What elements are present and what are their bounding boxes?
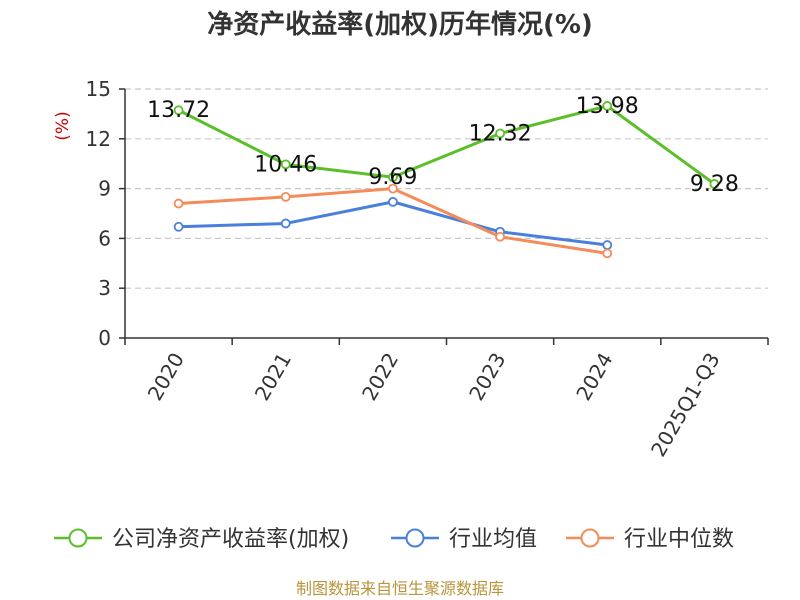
legend-item: 行业均值 bbox=[391, 527, 537, 552]
data-point bbox=[495, 231, 505, 242]
series-line bbox=[177, 104, 716, 186]
x-tick-label: 2022 bbox=[357, 349, 403, 405]
data-point bbox=[709, 179, 720, 189]
y-tick-label: 15 bbox=[86, 77, 111, 101]
data-label: 13.72 bbox=[147, 98, 210, 123]
data-point bbox=[173, 221, 184, 232]
y-tick-label: 0 bbox=[98, 326, 111, 350]
data-point bbox=[495, 128, 505, 139]
legend-label: 公司净资产收益率(加权) bbox=[112, 527, 349, 552]
legend-label: 行业中位数 bbox=[624, 527, 734, 552]
data-point bbox=[388, 172, 398, 183]
data-point bbox=[388, 183, 398, 194]
y-tick-label: 3 bbox=[98, 276, 111, 300]
grid-lines bbox=[125, 88, 768, 289]
chart-title: 净资产收益率(加权)历年情况(%) bbox=[207, 9, 593, 40]
y-tick-label: 9 bbox=[98, 177, 111, 201]
data-point bbox=[388, 196, 398, 207]
legend: 公司净资产收益率(加权) 行业均值 行业中位数 bbox=[54, 527, 734, 552]
series-line bbox=[178, 200, 608, 247]
y-tick-label: 6 bbox=[98, 226, 111, 250]
legend-marker-icon bbox=[580, 528, 600, 548]
source-note: 制图数据来自恒生聚源数据库 bbox=[296, 579, 504, 598]
x-tick-label: 2023 bbox=[464, 349, 510, 405]
x-tick-label: 2021 bbox=[250, 349, 296, 405]
data-label: 10.46 bbox=[254, 152, 317, 177]
data-point bbox=[280, 191, 291, 202]
y-tick-label: 12 bbox=[86, 127, 111, 151]
x-tick-label: 2024 bbox=[571, 349, 617, 405]
data-label: 9.69 bbox=[368, 165, 417, 190]
data-label: 9.28 bbox=[690, 172, 739, 197]
legend-item: 公司净资产收益率(加权) bbox=[54, 527, 349, 552]
legend-item: 行业中位数 bbox=[566, 527, 734, 552]
data-point bbox=[602, 101, 613, 111]
data-point bbox=[173, 105, 184, 116]
x-tick-label: 2025Q1-Q3 bbox=[646, 349, 725, 461]
data-point bbox=[280, 218, 291, 229]
y-axis-unit-label: (%) bbox=[53, 111, 73, 140]
legend-label: 行业均值 bbox=[449, 527, 537, 552]
axes: 0 3 6 9 12 15 2020 2021 2022 2023 2024 2025Q1-Q3 bbox=[86, 77, 769, 461]
legend-marker-icon bbox=[405, 528, 425, 548]
legend-marker-icon bbox=[68, 528, 88, 548]
data-point bbox=[602, 240, 613, 250]
data-labels: 13.72 10.46 9.69 12.32 13.98 9.28 bbox=[147, 94, 739, 197]
data-point bbox=[280, 159, 291, 170]
data-point bbox=[173, 198, 184, 209]
x-tick-label: 2020 bbox=[143, 349, 189, 405]
data-label: 13.98 bbox=[576, 94, 639, 119]
series-layer bbox=[173, 101, 720, 259]
data-point bbox=[602, 248, 613, 259]
data-label: 12.32 bbox=[469, 121, 532, 146]
